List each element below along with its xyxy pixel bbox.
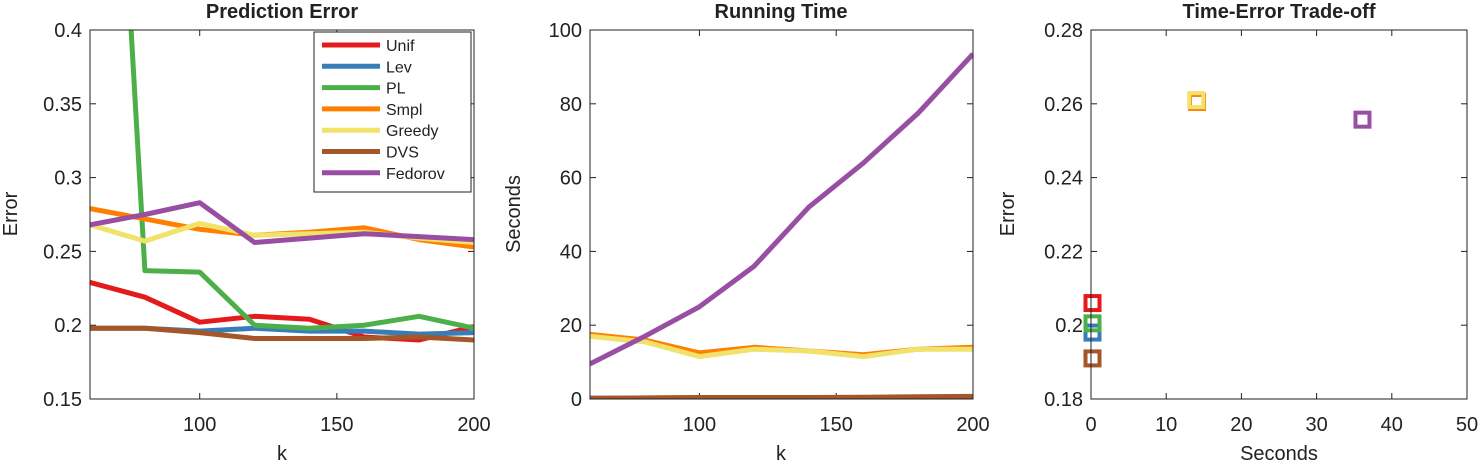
y-tick-label: 0.22 [1044,241,1083,263]
panel-title: Prediction Error [206,1,358,23]
x-tick-label: 50 [1456,414,1478,436]
y-axis-label: Seconds [503,175,525,253]
marker-unif [1083,294,1102,313]
y-tick-label: 0.28 [1044,20,1083,42]
x-axis-label: k [776,443,787,464]
marker-fedorov [1353,110,1372,129]
series-line-pl [128,30,474,331]
series-line-dvs [90,325,474,343]
legend: Unif Lev PL Smpl Greedy DVS Fedorov [313,31,472,193]
y-tick-label: 0.18 [1044,389,1083,411]
y-axis-label: Error [997,191,1019,236]
legend-box [313,31,472,193]
x-tick-label: 30 [1305,414,1327,436]
y-axis-label: Error [0,191,22,236]
y-tick-label: 0.35 [43,94,82,116]
legend-label-fedorov: Fedorov [386,166,445,183]
marker-pl [1083,314,1102,333]
axes-frame [89,29,475,400]
legend-label-dvs: DVS [386,145,419,162]
axes-frame [1090,29,1468,400]
y-tick-label: 0.26 [1044,94,1083,116]
y-tick-label: 0.2 [1055,315,1083,337]
axes-frame [589,29,974,400]
x-tick-label: 150 [820,414,853,436]
y-tick-label: 0.4 [54,20,82,42]
x-tick-label: 10 [1155,414,1177,436]
x-tick-label: 0 [1085,414,1096,436]
legend-label-unif: Unif [386,38,415,55]
x-tick-label: 100 [683,414,716,436]
y-tick-label: 0.3 [54,168,82,190]
legend-label-pl: PL [386,81,406,98]
y-tick-label: 100 [549,20,582,42]
series-line-greedy [590,333,973,360]
panel-title: Time-Error Trade-off [1183,1,1376,23]
x-tick-label: 200 [457,414,490,436]
marker-lev [1083,323,1102,342]
y-tick-label: 20 [560,315,582,337]
time-error-tradeoff-panel: Time-Error Trade-off 0 10 20 30 40 50 0.18 0.2 0… [997,1,1478,464]
x-axis-label: Seconds [1240,443,1318,464]
y-tick-label: 40 [560,241,582,263]
prediction-error-panel: Prediction Error 100 150 200 0.15 0.2 0.25 0.3… [0,1,491,464]
legend-label-smpl: Smpl [386,102,422,119]
y-tick-label: 0.25 [43,241,82,263]
y-tick-label: 0.2 [54,315,82,337]
y-tick-label: 0.15 [43,389,82,411]
series-line-dvs [590,393,973,399]
x-tick-label: 20 [1230,414,1252,436]
marker-dvs [1083,349,1102,368]
x-axis-label: k [277,443,288,464]
x-tick-label: 100 [183,414,216,436]
running-time-panel: Running Time 100 150 200 0 20 40 60 80 100 k Sec… [503,1,990,464]
panel-title: Running Time [715,1,848,23]
legend-label-greedy: Greedy [386,123,438,140]
marker-greedy [1187,91,1206,110]
series-line-fedorov [590,52,973,367]
legend-label-lev: Lev [386,59,412,76]
series-line-fedorov [90,200,474,245]
x-tick-label: 150 [320,414,353,436]
y-tick-label: 80 [560,94,582,116]
x-tick-label: 40 [1381,414,1403,436]
y-tick-label: 0 [571,389,582,411]
y-tick-label: 60 [560,168,582,190]
x-tick-label: 200 [956,414,989,436]
y-tick-label: 0.24 [1044,168,1083,190]
